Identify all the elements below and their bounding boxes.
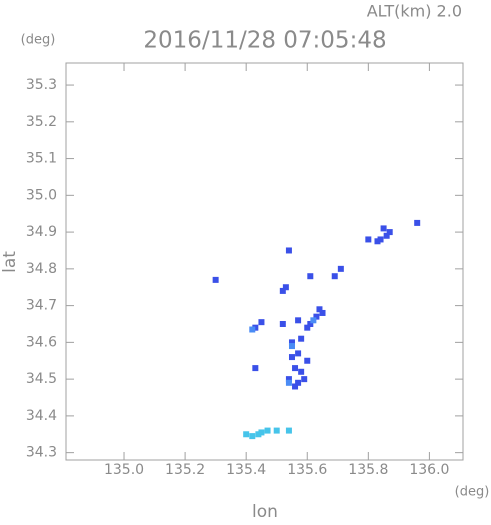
echo-cell xyxy=(249,433,256,440)
echo-cell xyxy=(301,376,308,383)
echo-cell xyxy=(285,376,292,383)
echo-cell xyxy=(292,383,299,390)
echo-cell xyxy=(264,427,271,434)
x-tick-label: 135.4 xyxy=(226,462,266,478)
echo-cell xyxy=(212,276,219,283)
echo-cell xyxy=(288,354,295,361)
x-unit: (deg) xyxy=(455,485,490,500)
y-tick-label: 34.4 xyxy=(26,408,57,424)
echo-cell xyxy=(285,247,292,254)
echo-cell xyxy=(273,427,280,434)
y-tick-label: 34.6 xyxy=(26,334,57,350)
echo-cell xyxy=(255,431,262,438)
plot-frame xyxy=(65,62,464,461)
echo-cell xyxy=(307,273,314,280)
echo-cell xyxy=(383,232,390,239)
echo-cell xyxy=(279,287,286,294)
echo-cell xyxy=(295,379,302,386)
echo-cell xyxy=(319,309,326,316)
y-tick-label: 35.1 xyxy=(26,151,57,167)
y-tick-label: 34.3 xyxy=(26,445,57,461)
echo-cell xyxy=(380,225,387,232)
echo-cell xyxy=(365,236,372,243)
echo-cell xyxy=(285,427,292,434)
y-unit: (deg) xyxy=(21,33,56,48)
y-tick-label: 34.5 xyxy=(26,371,57,387)
y-tick-label: 35.3 xyxy=(26,77,57,93)
echo-cell xyxy=(282,284,289,291)
echo-cell xyxy=(298,368,305,375)
chart-title: 2016/11/28 07:05:48 xyxy=(143,28,386,54)
echo-cell xyxy=(331,273,338,280)
echo-cell xyxy=(310,317,317,324)
y-tick-label: 34.8 xyxy=(26,261,57,277)
x-tick-label: 135.6 xyxy=(287,462,327,478)
x-tick-label: 135.8 xyxy=(348,462,388,478)
echo-cell xyxy=(304,324,311,331)
echo-cell xyxy=(288,339,295,346)
echo-cell xyxy=(298,335,305,342)
echo-cell xyxy=(252,365,259,372)
y-axis-label: lat xyxy=(0,251,20,273)
echo-cell xyxy=(386,229,393,236)
echo-cell xyxy=(377,236,384,243)
echo-cell xyxy=(337,265,344,272)
echo-cell xyxy=(249,326,256,333)
echo-cell xyxy=(279,320,286,327)
echo-cell xyxy=(374,238,381,245)
y-tick-label: 34.7 xyxy=(26,298,57,314)
echo-cell xyxy=(316,306,323,313)
x-axis-label: lon xyxy=(252,502,278,521)
echo-cell xyxy=(288,343,295,350)
echo-cell xyxy=(252,324,259,331)
x-tick-label: 135.2 xyxy=(165,462,205,478)
echo-cell xyxy=(258,429,265,436)
x-tick-label: 136.0 xyxy=(409,462,449,478)
echo-cell xyxy=(295,317,302,324)
x-tick-label: 135.0 xyxy=(104,462,144,478)
y-tick-label: 35.2 xyxy=(26,114,57,130)
echo-cell xyxy=(295,350,302,357)
echo-cell xyxy=(313,313,320,320)
echo-cell xyxy=(292,365,299,372)
echo-cell xyxy=(258,319,265,326)
y-tick-label: 35.0 xyxy=(26,187,57,203)
echo-cell xyxy=(285,379,292,386)
echo-cell xyxy=(307,320,314,327)
alt-label: ALT(km) 2.0 xyxy=(367,2,462,21)
echo-cell xyxy=(243,431,250,438)
echo-cell xyxy=(414,219,421,226)
echo-cell xyxy=(304,357,311,364)
y-tick-label: 34.9 xyxy=(26,224,57,240)
